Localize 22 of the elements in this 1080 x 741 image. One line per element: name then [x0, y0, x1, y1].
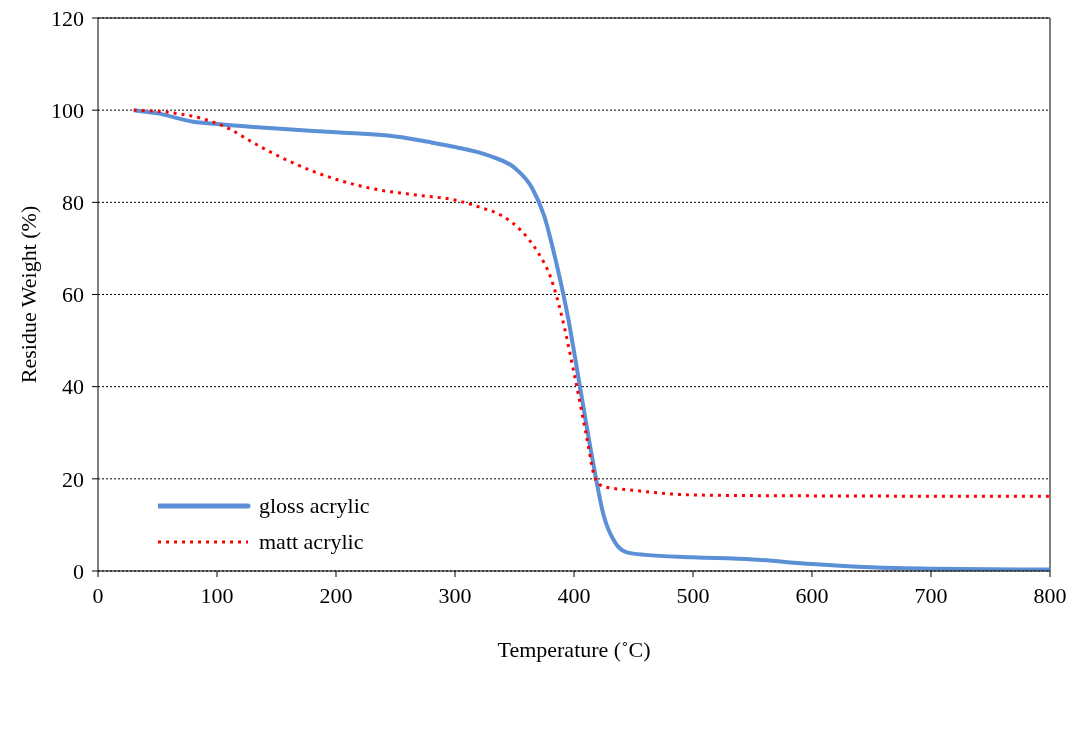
line-series [131, 108, 1050, 571]
y-tick-label: 80 [62, 190, 84, 216]
x-tick-label: 600 [795, 582, 829, 608]
y-tick-label: 60 [62, 282, 84, 308]
x-tick-label: 100 [200, 582, 234, 608]
x-tick-label: 0 [92, 582, 104, 608]
line-series [132, 108, 1050, 498]
x-tick-label: 700 [914, 582, 948, 608]
legend-label: gloss acrylic [259, 493, 370, 519]
x-tick-label: 400 [557, 582, 591, 608]
y-tick-label: 120 [51, 5, 84, 31]
y-tick-label: 100 [51, 97, 84, 123]
x-axis-title: Temperature (˚C) [497, 636, 651, 662]
y-axis-title: Residue Weight (%) [15, 205, 41, 384]
x-tick-label: 300 [438, 582, 472, 608]
y-tick-label: 0 [73, 558, 84, 584]
legend-label: matt acrylic [259, 529, 364, 555]
x-tick-label: 800 [1033, 582, 1067, 608]
x-tick-label: 500 [676, 582, 710, 608]
x-tick-label: 200 [319, 582, 353, 608]
y-tick-label: 40 [62, 374, 84, 400]
y-tick-label: 20 [62, 466, 84, 492]
